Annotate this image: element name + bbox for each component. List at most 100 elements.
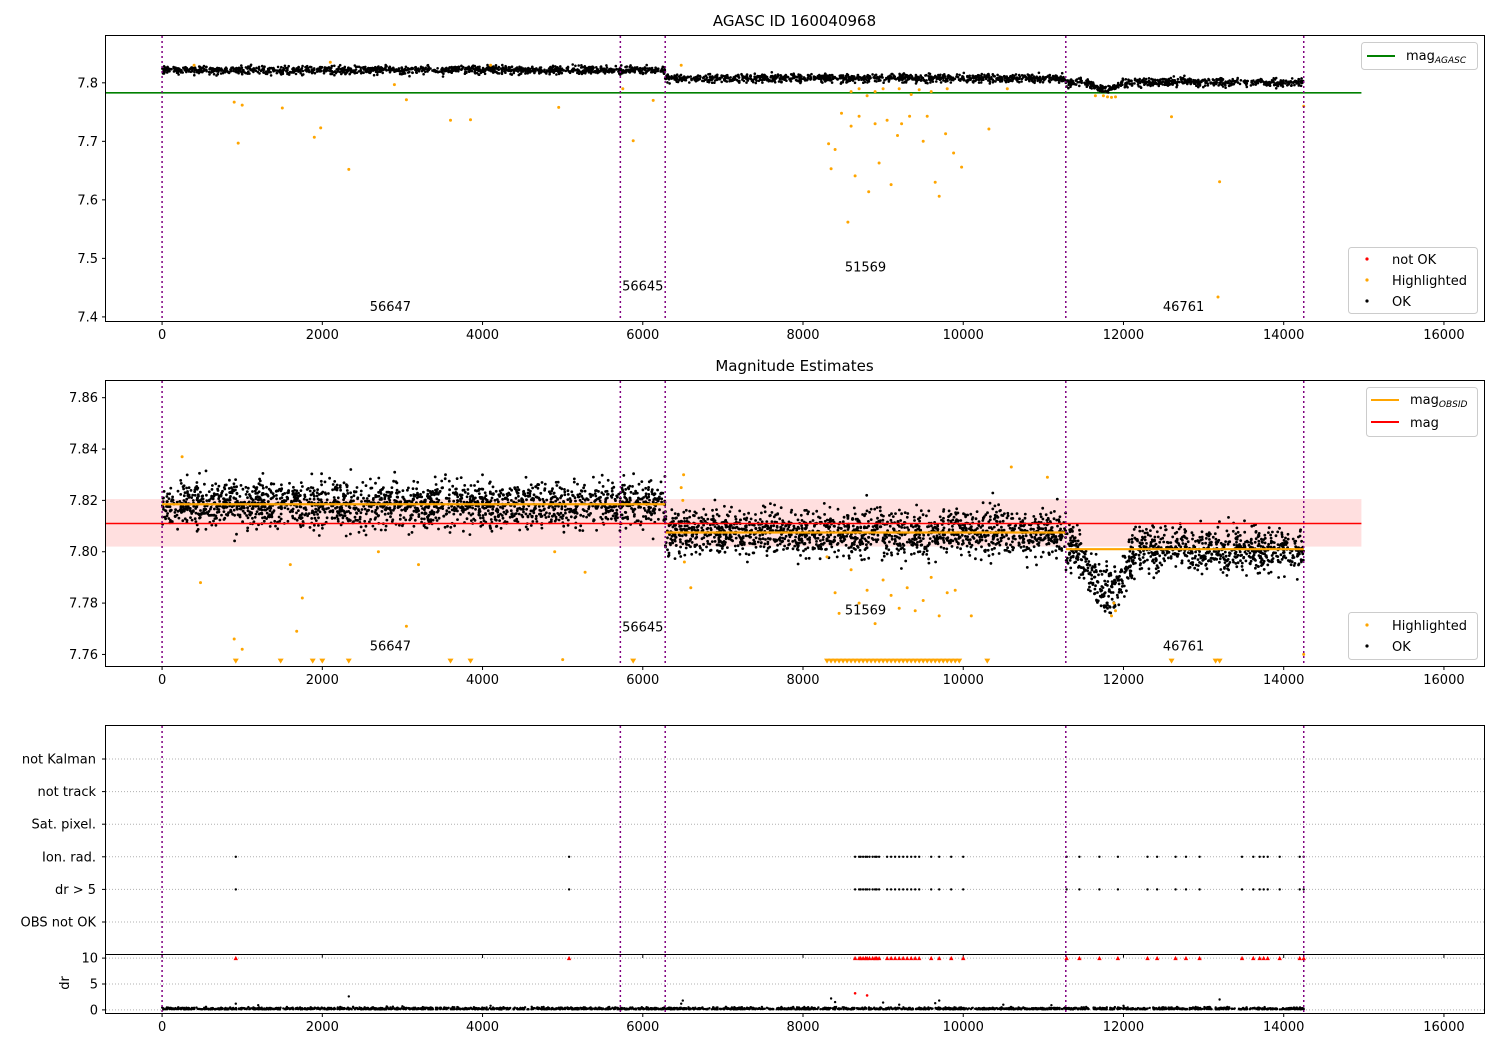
ok-point: [503, 497, 507, 500]
ok-point: [978, 74, 981, 77]
ok-point: [554, 515, 558, 519]
ok-point: [522, 67, 525, 70]
ok-point: [812, 75, 816, 78]
ok-point: [873, 79, 877, 83]
ok-point: [338, 513, 342, 517]
ok-point: [1034, 76, 1037, 80]
ok-point: [447, 499, 451, 503]
ok-point: [887, 80, 891, 83]
ok-point: [207, 70, 211, 74]
ok-point: [1069, 83, 1073, 87]
panel-magnitude-title: Magnitude Estimates: [715, 357, 873, 375]
ok-point: [411, 67, 415, 70]
ok-point: [597, 69, 600, 73]
ok-point: [983, 73, 986, 77]
ok-point: [215, 74, 218, 77]
ok-point: [724, 75, 728, 78]
highlighted-point: [867, 190, 871, 194]
ok-point: [376, 66, 379, 70]
ok-point: [180, 511, 183, 514]
ok-point: [278, 487, 281, 491]
ok-point: [228, 478, 231, 482]
ok-point: [1120, 80, 1124, 84]
ok-point: [1113, 84, 1116, 87]
ok-point: [433, 475, 437, 479]
ok-point: [543, 482, 547, 486]
ok-point: [741, 76, 744, 79]
ok-point: [312, 513, 316, 516]
ok-point: [1269, 81, 1272, 84]
highlighted-point: [1101, 94, 1105, 98]
ok-point: [1125, 81, 1129, 84]
ok-point: [928, 72, 932, 76]
ok-point: [182, 507, 186, 510]
ok-point: [652, 507, 655, 511]
ok-point: [436, 509, 440, 513]
ok-point: [459, 493, 462, 497]
ok-point: [212, 494, 216, 498]
highlighted-point: [960, 165, 964, 169]
ok-point: [624, 526, 628, 530]
ok-point: [336, 67, 340, 71]
ok-point: [562, 530, 566, 534]
ok-point: [249, 63, 253, 67]
ok-point: [582, 514, 585, 518]
ok-point: [742, 79, 746, 83]
ok-point: [1143, 82, 1147, 85]
ok-point: [286, 507, 290, 511]
ok-point: [535, 495, 539, 499]
ok-point: [842, 78, 845, 82]
ok-point: [320, 500, 323, 504]
ok-point: [891, 72, 894, 76]
ok-point: [382, 505, 386, 508]
ok-point: [761, 81, 764, 84]
ok-point: [545, 498, 549, 502]
ok-point: [446, 497, 449, 500]
ok-point: [376, 73, 379, 77]
ok-point: [831, 75, 835, 79]
ok-point: [310, 65, 313, 69]
ok-point: [483, 496, 486, 500]
ok-point: [214, 523, 218, 527]
ok-point: [436, 492, 440, 495]
ok-point: [848, 76, 852, 79]
ok-point: [1164, 82, 1168, 86]
ok-point: [383, 512, 387, 516]
ok-point: [208, 73, 211, 76]
ok-point: [1049, 76, 1052, 79]
ok-point: [495, 507, 499, 511]
ok-point: [1149, 83, 1152, 87]
ok-point: [389, 515, 392, 519]
highlighted-point: [469, 118, 472, 122]
ok-point: [258, 507, 262, 511]
highlighted-point: [1170, 115, 1173, 119]
ok-point: [186, 508, 189, 512]
ok-point: [374, 508, 378, 512]
ok-point: [330, 516, 334, 520]
ok-point: [355, 511, 358, 515]
highlighted-point: [1218, 180, 1222, 184]
ok-point: [900, 512, 903, 516]
ok-point: [452, 69, 456, 73]
ok-point: [471, 497, 475, 501]
ok-point: [295, 505, 299, 509]
ok-point: [420, 511, 424, 515]
ok-point: [304, 508, 308, 512]
ok-point: [1233, 79, 1237, 83]
ok-point: [315, 68, 319, 71]
ok-point: [409, 494, 413, 497]
ok-point: [926, 81, 929, 85]
ok-point: [385, 69, 388, 72]
ok-point: [617, 70, 620, 73]
ok-point: [470, 519, 473, 522]
ok-point: [266, 500, 270, 504]
ok-point: [675, 77, 679, 80]
ok-point: [410, 513, 414, 517]
ok-point: [485, 67, 489, 71]
ok-point: [1192, 78, 1195, 82]
ok-point: [1293, 83, 1296, 87]
ok-point: [395, 491, 399, 495]
ok-point: [182, 499, 186, 502]
ok-point: [631, 485, 634, 488]
ok-point: [336, 496, 340, 500]
